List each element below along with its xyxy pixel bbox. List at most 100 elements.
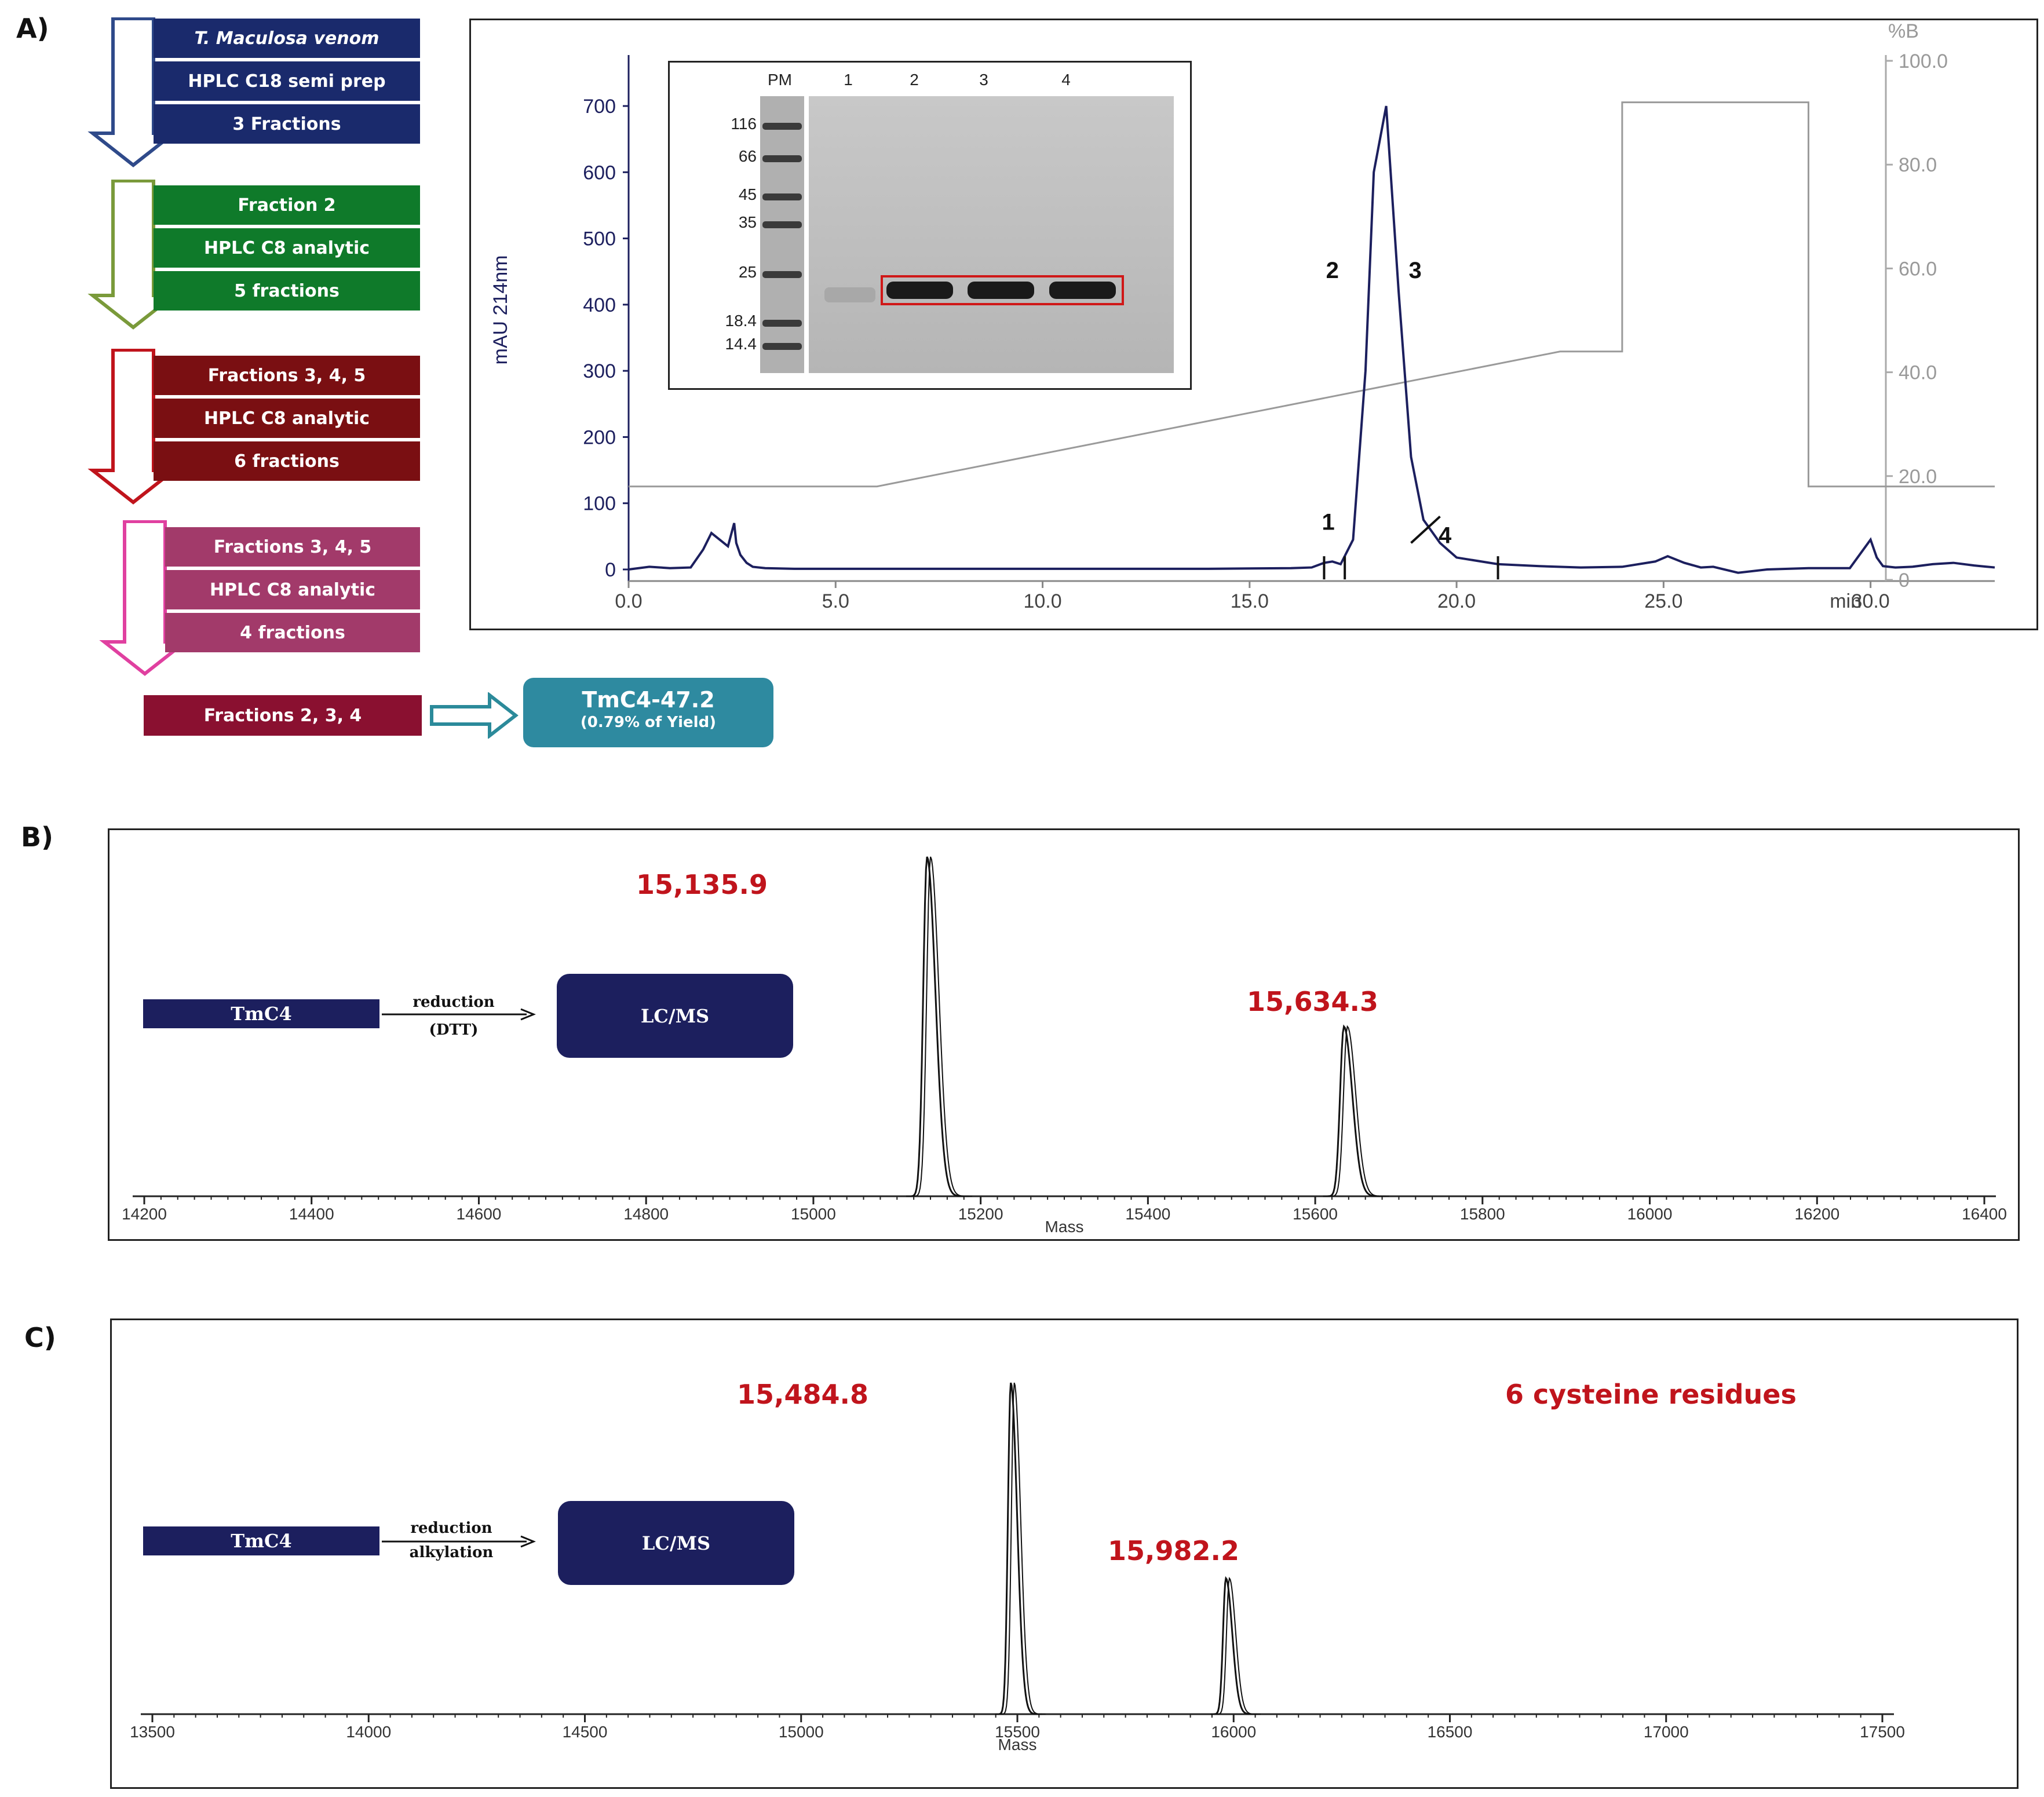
schematic-b-arrow [382, 1008, 536, 1021]
ms-x-tick-label: 13500 [130, 1723, 175, 1741]
gel-band-lane3 [968, 282, 1034, 299]
peak-annotation-4: 4 [1439, 523, 1452, 548]
gel-band-lane2 [886, 282, 953, 299]
ms-peak-1 [906, 856, 969, 1197]
ms-b-svg: 14200 14400 14600 14800 15000 15200 15400 15600… [122, 856, 2007, 1236]
ms-x-tick-label: 14400 [289, 1205, 334, 1223]
ms-x-axis-title: Mass [1045, 1218, 1084, 1236]
ms-c-note: 6 cysteine residues [1505, 1379, 1797, 1410]
panel-c-mass-spectrum: 13500 14000 14500 15000 15500 16000 16500 17000… [110, 1318, 2019, 1789]
ms-x-tick-label: 14000 [346, 1723, 391, 1741]
ms-x-axis-title: Mass [998, 1736, 1037, 1754]
peak-annotation-3: 3 [1409, 258, 1422, 283]
ms-x-tick-label: 15500 [995, 1723, 1040, 1741]
y2-tick-label: 60.0 [1899, 258, 1937, 280]
schematic-c-arrow-bottom-label: alkylation [409, 1544, 494, 1561]
ms-c-svg: 13500 14000 14500 15000 15500 16000 16500 17000… [130, 1382, 1905, 1754]
ms-x-tick-label: 15000 [779, 1723, 824, 1741]
panel-label-a: A) [16, 13, 49, 44]
y-tick-label: 200 [583, 426, 616, 448]
x-tick-label: 20.0 [1437, 590, 1476, 612]
gel-band-lane4 [1049, 282, 1116, 299]
y2-tick-label: 40.0 [1899, 362, 1937, 384]
gel-image [809, 96, 1174, 373]
panel-label-b: B) [21, 821, 54, 853]
schematic-c-left-box: TmC4 [143, 1526, 379, 1555]
y2-tick-label: 100.0 [1899, 50, 1948, 72]
y-tick-label: 100 [583, 493, 616, 515]
y-tick-label: 300 [583, 360, 616, 382]
flow-step3-item1: Fractions 3, 4, 5 [154, 356, 420, 395]
gel-marker-label: 45 [738, 185, 757, 203]
flow-step2-item1: Fraction 2 [154, 185, 420, 225]
gel-marker-band [762, 193, 802, 200]
gel-marker-band [762, 123, 802, 130]
gel-marker-band [762, 271, 802, 278]
y-tick-label: 400 [583, 294, 616, 316]
schematic-b-arrow-top-label: reduction [413, 994, 495, 1011]
ms-x-tick-label: 15400 [1125, 1205, 1170, 1223]
schematic-b-left-box: TmC4 [143, 999, 379, 1028]
flow-result-yield: (0.79% of Yield) [580, 714, 717, 731]
ms-x-tick-label: 16200 [1794, 1205, 1839, 1223]
schematic-c-right-box: LC/MS [558, 1501, 794, 1585]
flow-step2-item3: 5 fractions [154, 271, 420, 311]
flow-step3-item3: 6 fractions [154, 441, 420, 481]
flow-result-box: TmC4-47.2 (0.79% of Yield) [523, 678, 773, 747]
y-tick-label: 700 [583, 96, 616, 118]
gel-marker-band [762, 155, 802, 162]
gel-lane-label: 2 [910, 71, 919, 89]
y2-tick-label: 20.0 [1899, 466, 1937, 488]
flow-result-name: TmC4-47.2 [582, 687, 715, 713]
x-tick-label: 25.0 [1644, 590, 1682, 612]
ms-peak-2 [1323, 1024, 1386, 1197]
gradient-line [629, 101, 1995, 488]
ms-x-tick-label: 16000 [1627, 1205, 1673, 1223]
gel-marker-label: 66 [738, 147, 757, 165]
ms-x-tick-label: 16500 [1428, 1723, 1473, 1741]
ms-b-peak-label-2: 15,634.3 [1247, 986, 1378, 1017]
chromatogram-svg: 0100200300400500600700020.040.060.080.01… [490, 20, 1995, 612]
ms-x-tick-label: 16000 [1211, 1723, 1256, 1741]
fraction-marker [1410, 516, 1441, 544]
gel-marker-label: 14.4 [725, 335, 757, 353]
flow-step3-item2: HPLC C8 analytic [154, 399, 420, 438]
ms-peak-2-outline [1213, 1577, 1261, 1715]
y2-tick-label: 0 [1899, 569, 1910, 591]
x-tick-label: 5.0 [822, 590, 849, 612]
ms-peak-1-outline [910, 856, 973, 1197]
flow-step1-item2: HPLC C18 semi prep [154, 61, 420, 101]
ms-c-peak-label-2: 15,982.2 [1108, 1535, 1239, 1566]
flow-step1-item3: 3 Fractions [154, 104, 420, 144]
ms-peak-2-outline [1326, 1025, 1389, 1197]
gel-lane-label: 3 [979, 71, 988, 89]
y2-tick-label: 80.0 [1899, 154, 1937, 176]
gel-band-lane1 [824, 287, 875, 302]
y-tick-label: 600 [583, 162, 616, 184]
flow-step4-item2: HPLC C8 analytic [165, 570, 420, 609]
flow-step4-item3: 4 fractions [165, 613, 420, 652]
ms-x-tick-label: 16400 [1962, 1205, 2007, 1223]
gel-marker-band [762, 320, 802, 327]
gel-highlight-box [881, 275, 1124, 305]
gel-marker-label: 18.4 [725, 312, 757, 330]
marker-lane [760, 96, 804, 373]
panel-a-chromatogram: 0 100 200 300 400 500 600 700 0 20.0 40.0 60.0 80.0 1… [469, 19, 2038, 630]
flow-result-arrow [430, 692, 519, 739]
gel-lane-label: PM [768, 71, 792, 89]
flow-step2-item2: HPLC C8 analytic [154, 228, 420, 268]
ms-peak-2 [1210, 1576, 1257, 1715]
x-axis-title: min [1830, 590, 1862, 612]
ms-x-tick-label: 15200 [958, 1205, 1003, 1223]
gel-marker-label: 25 [738, 263, 757, 281]
gel-lane-label: 1 [844, 71, 853, 89]
gel-marker-label: 116 [731, 115, 757, 133]
flow-step4-item1: Fractions 3, 4, 5 [165, 527, 420, 567]
panel-b-mass-spectrum: 14200 14400 14600 14800 15000 15200 15400 15600… [108, 828, 2020, 1241]
gel-lane-label: 4 [1061, 71, 1071, 89]
y-axis-title: mAU 214nm [490, 255, 512, 365]
inset-gel: 116 66 45 35 25 18.4 14.4 PM 1 2 3 4 [668, 61, 1192, 390]
ms-b-peak-label-1: 15,135.9 [636, 869, 768, 900]
schematic-b-arrow-bottom-label: (DTT) [429, 1021, 479, 1039]
gel-marker-band [762, 221, 802, 228]
